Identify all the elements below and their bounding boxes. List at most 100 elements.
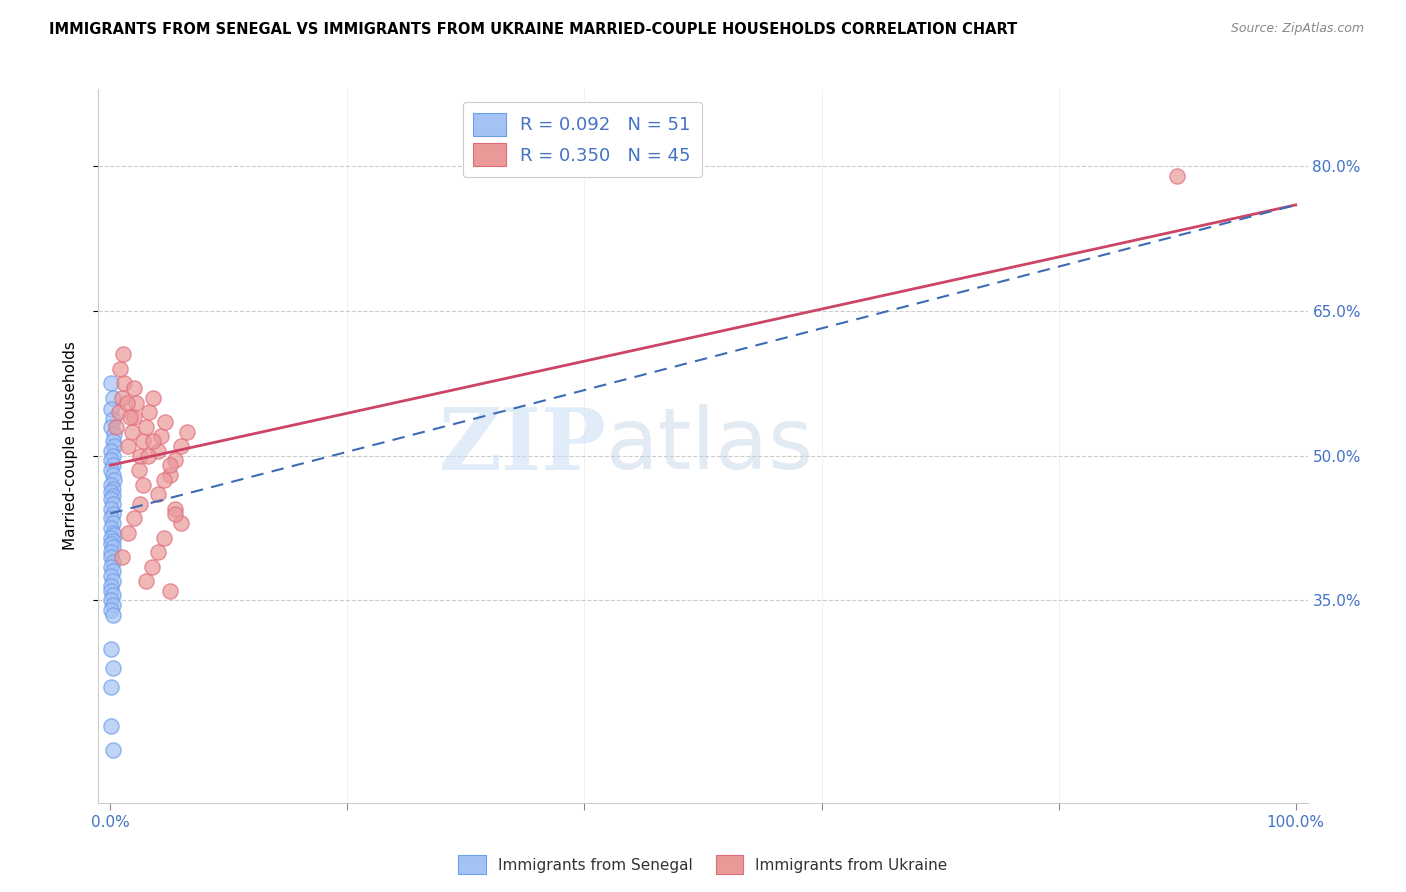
Point bbox=[101, 516, 124, 530]
Point bbox=[100, 491, 122, 506]
Point bbox=[146, 545, 169, 559]
Point bbox=[101, 489, 124, 503]
Point bbox=[101, 565, 124, 579]
Point bbox=[100, 463, 122, 477]
Point bbox=[146, 443, 169, 458]
Point bbox=[129, 497, 152, 511]
Point bbox=[165, 501, 187, 516]
Point bbox=[142, 434, 165, 449]
Point bbox=[100, 593, 122, 607]
Point bbox=[165, 507, 187, 521]
Point bbox=[108, 362, 131, 376]
Y-axis label: Married-couple Households: Married-couple Households bbox=[63, 342, 77, 550]
Point bbox=[100, 521, 122, 535]
Point bbox=[101, 467, 124, 482]
Point bbox=[100, 453, 122, 467]
Point bbox=[101, 449, 124, 463]
Point bbox=[135, 574, 157, 588]
Point bbox=[152, 473, 174, 487]
Point bbox=[159, 583, 181, 598]
Text: Source: ZipAtlas.com: Source: ZipAtlas.com bbox=[1230, 22, 1364, 36]
Point bbox=[138, 405, 160, 419]
Point bbox=[101, 412, 124, 426]
Point bbox=[101, 598, 124, 612]
Point bbox=[165, 453, 187, 467]
Point bbox=[152, 531, 174, 545]
Point bbox=[100, 402, 122, 417]
Point bbox=[101, 497, 124, 511]
Point bbox=[121, 425, 143, 439]
Point bbox=[100, 376, 122, 391]
Point bbox=[132, 434, 155, 449]
Point bbox=[101, 541, 124, 555]
Point bbox=[101, 589, 124, 603]
Point bbox=[100, 583, 122, 598]
Point bbox=[122, 381, 145, 395]
Point bbox=[100, 680, 122, 694]
Point bbox=[101, 458, 124, 473]
Point bbox=[101, 743, 124, 757]
Point bbox=[100, 549, 122, 564]
Point bbox=[101, 507, 124, 521]
Point bbox=[125, 395, 148, 409]
Point bbox=[100, 569, 122, 583]
Point bbox=[101, 574, 124, 588]
Point bbox=[129, 449, 152, 463]
Point bbox=[101, 434, 124, 449]
Point bbox=[153, 415, 176, 429]
Point bbox=[112, 347, 135, 361]
Point bbox=[176, 425, 198, 439]
Point bbox=[117, 525, 139, 540]
Point bbox=[120, 410, 142, 425]
Point bbox=[101, 607, 124, 622]
Point bbox=[100, 443, 122, 458]
Point bbox=[170, 439, 193, 453]
Point bbox=[141, 559, 163, 574]
Point bbox=[100, 419, 122, 434]
Legend: Immigrants from Senegal, Immigrants from Ukraine: Immigrants from Senegal, Immigrants from… bbox=[453, 849, 953, 880]
Point bbox=[111, 549, 134, 564]
Point bbox=[122, 410, 145, 425]
Point bbox=[101, 533, 124, 548]
Point bbox=[100, 537, 122, 551]
Point bbox=[136, 449, 159, 463]
Point bbox=[100, 559, 122, 574]
Point bbox=[142, 391, 165, 405]
Text: IMMIGRANTS FROM SENEGAL VS IMMIGRANTS FROM UKRAINE MARRIED-COUPLE HOUSEHOLDS COR: IMMIGRANTS FROM SENEGAL VS IMMIGRANTS FR… bbox=[49, 22, 1018, 37]
Point bbox=[103, 527, 125, 541]
Point bbox=[150, 429, 173, 443]
Point bbox=[103, 439, 125, 453]
Point bbox=[100, 603, 122, 617]
Legend: R = 0.092   N = 51, R = 0.350   N = 45: R = 0.092 N = 51, R = 0.350 N = 45 bbox=[463, 102, 702, 178]
Point bbox=[128, 463, 150, 477]
Point bbox=[159, 467, 181, 482]
Point bbox=[101, 661, 124, 675]
Point bbox=[101, 391, 124, 405]
Point bbox=[100, 579, 122, 593]
Point bbox=[100, 545, 122, 559]
Point bbox=[117, 439, 139, 453]
Point bbox=[103, 473, 125, 487]
Point bbox=[101, 555, 124, 569]
Point bbox=[170, 516, 193, 530]
Point bbox=[100, 501, 122, 516]
Text: ZIP: ZIP bbox=[439, 404, 606, 488]
Point bbox=[115, 395, 138, 409]
Point bbox=[105, 419, 128, 434]
Point bbox=[132, 477, 155, 491]
Point bbox=[100, 477, 122, 491]
Point bbox=[122, 511, 145, 525]
Point bbox=[107, 405, 129, 419]
Point bbox=[135, 419, 157, 434]
Point bbox=[103, 427, 125, 442]
Point bbox=[100, 511, 122, 525]
Point bbox=[101, 525, 124, 540]
Point bbox=[111, 391, 134, 405]
Point bbox=[146, 487, 169, 501]
Point bbox=[1166, 169, 1188, 183]
Point bbox=[101, 483, 124, 497]
Point bbox=[100, 531, 122, 545]
Point bbox=[100, 719, 122, 733]
Point bbox=[159, 458, 181, 473]
Point bbox=[100, 485, 122, 500]
